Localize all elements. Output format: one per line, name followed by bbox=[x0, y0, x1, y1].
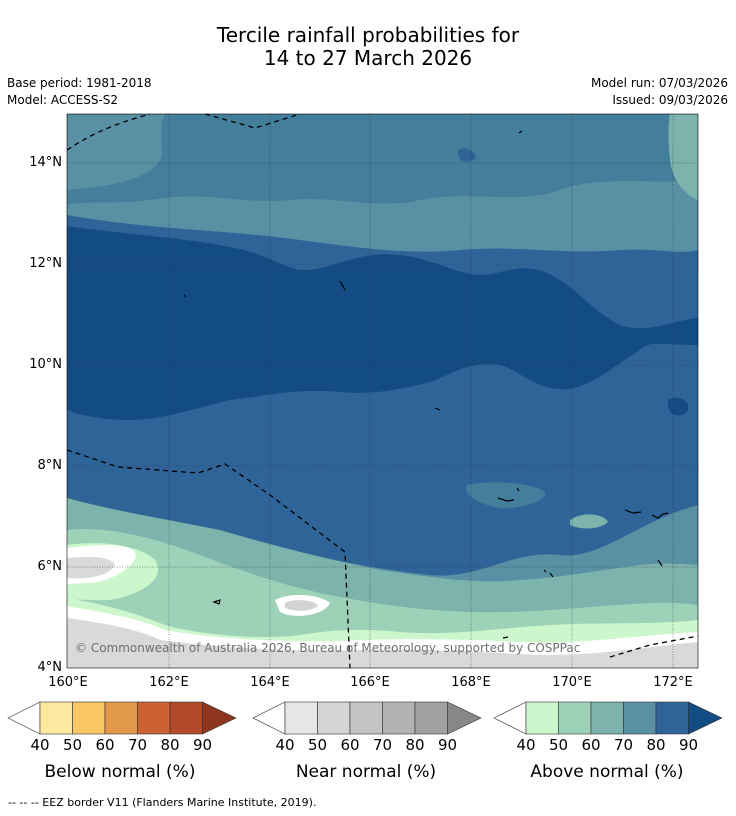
colorbar-near-swatch bbox=[284, 701, 318, 735]
lat-label: 14°N bbox=[29, 155, 62, 170]
colorbar-above-swatch bbox=[525, 701, 559, 735]
lat-label: 10°N bbox=[29, 357, 62, 372]
colorbar-above-tick: 90 bbox=[678, 736, 699, 754]
lon-label: 166°E bbox=[350, 675, 390, 690]
colorbar-below-swatch bbox=[39, 701, 73, 735]
colorbar-near-swatch bbox=[317, 701, 351, 735]
colorbar-near-max-arrow bbox=[447, 701, 482, 735]
band-75 bbox=[67, 114, 698, 205]
colorbar-above-tick: 40 bbox=[516, 736, 536, 754]
colorbar-near-swatch bbox=[414, 701, 448, 735]
colorbar-below-swatch bbox=[137, 701, 171, 735]
colorbar-below bbox=[7, 701, 237, 735]
colorbar-above-tick: 80 bbox=[646, 736, 666, 754]
colorbar-near-min-arrow bbox=[252, 701, 286, 735]
colorbar-below-tick: 40 bbox=[30, 736, 50, 754]
colorbar-above-swatch bbox=[623, 701, 657, 735]
lat-label: 4°N bbox=[37, 660, 63, 675]
near-normal-patch bbox=[285, 600, 318, 611]
lon-label: 160°E bbox=[48, 675, 88, 690]
colorbar-near-swatch bbox=[349, 701, 383, 735]
colorbar-above-label: Above normal (%) bbox=[530, 762, 684, 782]
island bbox=[624, 509, 642, 514]
colorbar-near-tick: 90 bbox=[437, 736, 458, 754]
colorbar-above-tick: 70 bbox=[613, 736, 634, 754]
lon-label: 168°E bbox=[451, 675, 491, 690]
colorbar-near bbox=[252, 701, 482, 735]
colorbar-near-tick: 60 bbox=[340, 736, 360, 754]
colorbar-near-swatch bbox=[382, 701, 416, 735]
lon-label: 172°E bbox=[653, 675, 693, 690]
colorbar-below-swatch bbox=[72, 701, 106, 735]
colorbar-near-tick: 50 bbox=[307, 736, 328, 754]
near-normal-west bbox=[67, 556, 115, 579]
eez-footnote: -- -- -- EEZ border V11 (Flanders Marine… bbox=[8, 796, 317, 809]
colorbar-above bbox=[493, 701, 723, 735]
colorbar-near-tick: 40 bbox=[275, 736, 295, 754]
colorbar-below-swatch bbox=[169, 701, 203, 735]
eez-border-nw bbox=[67, 114, 151, 151]
lon-label: 162°E bbox=[149, 675, 189, 690]
model-name: Model: ACCESS-S2 bbox=[7, 93, 119, 107]
colorbar-above-max-arrow bbox=[688, 701, 723, 735]
colorbar-below-min-arrow bbox=[7, 701, 41, 735]
lat-label: 6°N bbox=[37, 559, 63, 574]
island bbox=[543, 569, 554, 578]
title-line-2: 14 to 27 March 2026 bbox=[263, 46, 473, 70]
colorbar-above-swatch bbox=[590, 701, 624, 735]
island bbox=[497, 487, 520, 502]
colorbar-below-tick: 60 bbox=[95, 736, 115, 754]
colorbar-near-tick: 70 bbox=[372, 736, 393, 754]
island bbox=[651, 512, 669, 519]
colorbar-near-label: Near normal (%) bbox=[295, 762, 437, 782]
eez-border-central bbox=[67, 449, 351, 668]
base-period: Base period: 1981-2018 bbox=[7, 76, 152, 90]
colorbar-below-label: Below normal (%) bbox=[44, 762, 196, 782]
colorbar-above-tick: 60 bbox=[581, 736, 601, 754]
band-75-patch bbox=[466, 482, 546, 509]
colorbar-below-max-arrow bbox=[202, 701, 237, 735]
issued-date: Issued: 09/03/2026 bbox=[612, 93, 728, 107]
colorbar-below-swatch bbox=[104, 701, 138, 735]
island bbox=[183, 280, 509, 639]
eez-border-se bbox=[609, 635, 698, 658]
colorbar-below-tick: 50 bbox=[62, 736, 83, 754]
lon-label: 170°E bbox=[552, 675, 592, 690]
colorbar-below-tick: 80 bbox=[160, 736, 180, 754]
lon-label: 164°E bbox=[250, 675, 290, 690]
map-frame bbox=[66, 113, 699, 669]
colorbar-above-swatch bbox=[655, 701, 689, 735]
band-80-patch bbox=[458, 148, 476, 162]
band-60-patch bbox=[570, 514, 608, 529]
colorbar-below-tick: 70 bbox=[127, 736, 148, 754]
near-normal-south bbox=[67, 618, 698, 668]
lat-label: 8°N bbox=[37, 458, 63, 473]
island bbox=[518, 130, 663, 567]
colorbar-above-tick: 50 bbox=[548, 736, 569, 754]
colorbar-below-tick: 90 bbox=[192, 736, 213, 754]
band-90 bbox=[67, 226, 698, 420]
colorbar-above-min-arrow bbox=[493, 701, 527, 735]
lat-label: 12°N bbox=[29, 256, 62, 271]
colorbar-near-tick: 80 bbox=[405, 736, 425, 754]
eez-borders bbox=[67, 114, 698, 668]
probability-map bbox=[67, 114, 698, 668]
band-60-ne bbox=[668, 114, 698, 200]
graticule bbox=[67, 114, 698, 668]
model-run: Model run: 07/03/2026 bbox=[590, 76, 728, 90]
island bbox=[212, 599, 221, 605]
islands bbox=[183, 130, 669, 639]
colorbar-above-swatch bbox=[558, 701, 592, 735]
eez-border-n bbox=[204, 114, 301, 129]
title-line-1: Tercile rainfall probabilities for bbox=[216, 23, 520, 47]
copyright-notice: © Commonwealth of Australia 2026, Bureau… bbox=[75, 641, 581, 655]
